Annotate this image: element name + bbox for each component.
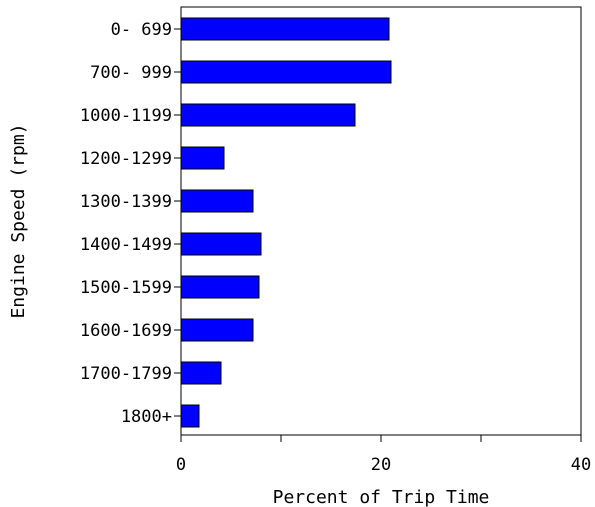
x-tick-label: 40 [571,455,591,475]
y-ticks-group: 0- 699 700- 999 1000-1199 1200-1299 1300-139… [80,20,181,427]
bar-3 [180,146,225,170]
bar-1 [180,60,392,84]
bar-2 [180,103,356,127]
y-tick-label: 700- 999 [90,63,172,83]
bars-group [180,17,392,428]
y-tick-label: 0- 699 [111,20,172,40]
bar-5 [180,232,262,256]
y-tick-label: 1500-1599 [80,278,172,298]
y-tick-label: 1400-1499 [80,235,172,255]
bar-0 [180,17,390,41]
y-tick-label: 1700-1799 [80,364,172,384]
x-tick-label: 20 [371,455,391,475]
x-axis-title: Percent of Trip Time [273,487,490,507]
y-tick-label: 1000-1199 [80,106,172,126]
y-tick-label: 1300-1399 [80,192,172,212]
y-axis-title: Engine Speed (rpm) [8,123,29,318]
x-ticks-group: 0 20 40 [176,435,591,475]
y-tick-label: 1200-1299 [80,149,172,169]
bar-7 [180,318,254,342]
bar-4 [180,189,254,213]
bar-8 [180,361,222,385]
bar-6 [180,275,260,299]
bar-9 [180,404,200,428]
x-tick-label: 0 [176,455,186,475]
y-tick-label: 1600-1699 [80,321,172,341]
y-tick-label: 1800+ [121,407,172,427]
